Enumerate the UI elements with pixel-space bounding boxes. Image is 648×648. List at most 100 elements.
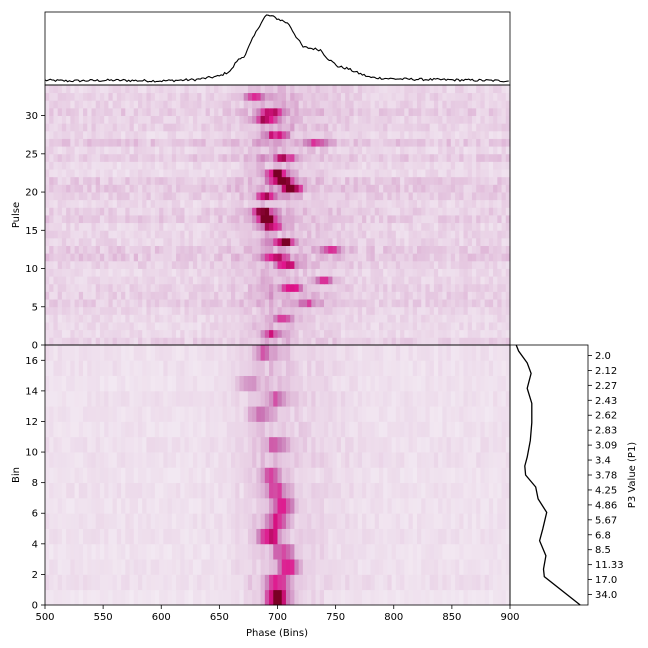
heatmap-cell xyxy=(180,92,185,101)
heatmap-cell xyxy=(184,421,190,438)
heatmap-cell xyxy=(476,192,481,201)
heatmap-cell xyxy=(138,314,143,323)
heatmap-cell xyxy=(357,222,363,231)
heatmap-cell xyxy=(319,253,325,262)
heatmap-cell xyxy=(307,452,312,468)
heatmap-cell xyxy=(243,467,249,484)
heatmap-cell xyxy=(138,169,143,178)
heatmap-cell xyxy=(154,260,160,269)
heatmap-cell xyxy=(91,253,97,262)
heatmap-cell xyxy=(78,92,84,101)
heatmap-cell xyxy=(226,207,232,216)
heatmap-cell xyxy=(171,253,177,262)
heatmap-cell xyxy=(167,543,173,560)
heatmap-cell xyxy=(49,452,54,468)
heatmap-cell xyxy=(378,283,384,292)
heatmap-cell xyxy=(357,589,363,606)
heatmap-cell xyxy=(269,245,274,254)
heatmap-cell xyxy=(188,161,194,170)
heatmap-cell xyxy=(429,329,435,338)
heatmap-cell xyxy=(357,184,363,193)
heatmap-cell xyxy=(433,146,439,155)
heatmap-cell xyxy=(104,291,109,300)
heatmap-cell xyxy=(74,192,80,201)
heatmap-cell xyxy=(425,138,431,147)
heatmap-cell xyxy=(159,513,164,529)
heatmap-cell xyxy=(83,260,88,269)
heatmap-cell xyxy=(243,138,249,147)
heatmap-cell xyxy=(243,314,249,323)
heatmap-cell xyxy=(378,337,384,346)
heatmap-cell xyxy=(256,253,261,262)
heatmap-cell xyxy=(264,161,270,170)
heatmap-cell xyxy=(45,337,50,346)
heatmap-cell xyxy=(104,299,109,308)
heatmap-cell xyxy=(192,153,198,162)
heatmap-cell xyxy=(167,528,173,545)
heatmap-cell xyxy=(319,222,325,231)
heatmap-cell xyxy=(226,237,232,246)
heatmap-cell xyxy=(484,306,490,315)
heatmap-cell xyxy=(180,482,185,499)
heatmap-cell xyxy=(269,153,274,162)
heatmap-cell xyxy=(150,253,156,262)
heatmap-cell xyxy=(260,497,266,514)
heatmap-cell xyxy=(328,253,333,262)
heatmap-cell xyxy=(391,169,397,178)
heatmap-cell xyxy=(269,107,274,116)
heatmap-cell xyxy=(455,268,460,277)
heatmap-cell xyxy=(142,153,147,162)
heatmap-cell xyxy=(104,260,109,269)
heatmap-cell xyxy=(231,482,236,499)
heatmap-cell xyxy=(142,107,147,116)
heatmap-cell xyxy=(192,115,198,124)
heatmap-cell xyxy=(163,314,168,323)
heatmap-cell xyxy=(438,497,443,514)
heatmap-cell xyxy=(471,574,477,591)
heatmap-cell xyxy=(235,276,240,285)
heatmap-cell xyxy=(340,176,346,185)
heatmap-cell xyxy=(78,146,84,155)
heatmap-cell xyxy=(201,421,207,438)
heatmap-cell xyxy=(150,467,156,484)
heatmap-cell xyxy=(218,130,223,139)
heatmap-cell xyxy=(167,299,173,308)
heatmap-cell xyxy=(471,253,477,262)
heatmap-cell xyxy=(239,176,245,185)
heatmap-cell xyxy=(446,436,452,453)
heatmap-cell xyxy=(433,314,439,323)
heatmap-cell xyxy=(188,574,194,591)
heatmap-cell xyxy=(104,314,109,323)
heatmap-cell xyxy=(425,130,431,139)
heatmap-cell xyxy=(488,337,494,346)
heatmap-cell xyxy=(298,513,304,529)
heatmap-cell xyxy=(180,153,185,162)
heatmap-cell xyxy=(146,329,152,338)
heatmap-cell xyxy=(150,482,156,499)
heatmap-cell xyxy=(404,153,409,162)
heatmap-cell xyxy=(501,123,507,132)
heatmap-cell xyxy=(378,215,384,224)
heatmap-cell xyxy=(285,169,291,178)
heatmap-cell xyxy=(91,260,97,269)
heatmap-cell xyxy=(417,276,422,285)
heatmap-cell xyxy=(142,276,147,285)
heatmap-cell xyxy=(345,237,350,246)
heatmap-cell xyxy=(412,329,418,338)
heatmap-cell xyxy=(505,207,511,216)
heatmap-cell xyxy=(408,237,414,246)
heatmap-cell xyxy=(78,513,84,529)
heatmap-cell xyxy=(83,436,88,453)
heatmap-cell xyxy=(497,314,502,323)
heatmap-cell xyxy=(307,268,312,277)
heatmap-cell xyxy=(57,528,63,545)
heatmap-cell xyxy=(281,146,287,155)
heatmap-cell xyxy=(315,306,321,315)
heatmap-cell xyxy=(488,138,494,147)
heatmap-cell xyxy=(188,276,194,285)
heatmap-cell xyxy=(116,85,122,94)
heatmap-cell xyxy=(197,130,202,139)
heatmap-cell xyxy=(378,107,384,116)
heatmap-cell xyxy=(340,589,346,606)
heatmap-cell xyxy=(167,276,173,285)
